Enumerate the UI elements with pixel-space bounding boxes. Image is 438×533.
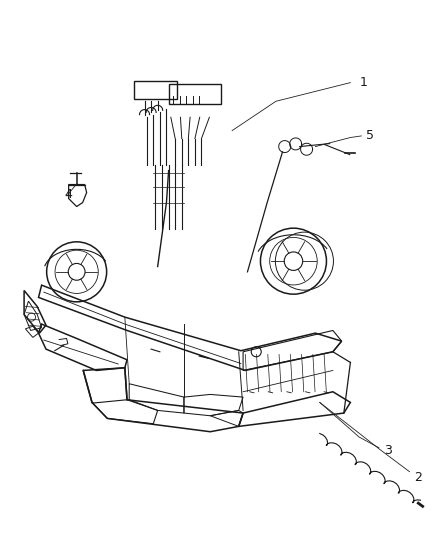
Bar (134, 80, 177, 99)
Bar (169, 84, 221, 104)
Text: 2: 2 (414, 471, 422, 483)
Text: 4: 4 (64, 188, 72, 201)
Text: 1: 1 (360, 76, 367, 89)
Text: 5: 5 (366, 130, 374, 142)
Text: 3: 3 (384, 444, 392, 457)
